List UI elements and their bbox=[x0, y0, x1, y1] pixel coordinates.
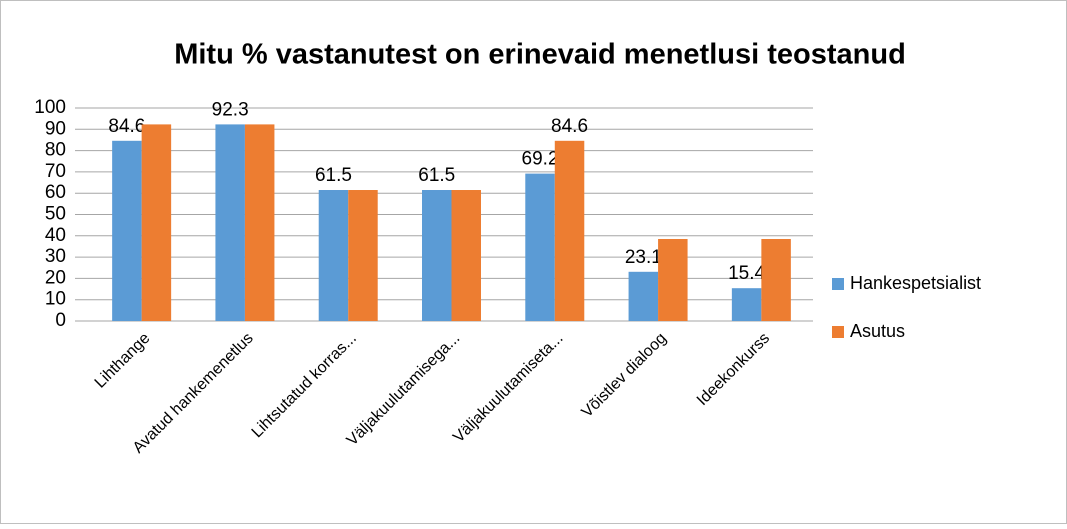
y-tick-label: 30 bbox=[45, 246, 66, 267]
y-tick-label: 90 bbox=[45, 118, 66, 139]
legend-label: Asutus bbox=[850, 321, 905, 341]
bar bbox=[215, 124, 245, 321]
y-tick-label: 20 bbox=[45, 267, 66, 288]
data-label: 61.5 bbox=[315, 165, 352, 186]
bar bbox=[658, 238, 688, 321]
y-tick-label: 10 bbox=[45, 289, 66, 310]
y-tick-label: 100 bbox=[34, 97, 66, 118]
y-tick-label: 40 bbox=[45, 225, 66, 246]
bar bbox=[628, 271, 659, 321]
data-label: 69.2 bbox=[522, 149, 559, 170]
legend-swatch bbox=[832, 278, 844, 290]
data-label: 92.3 bbox=[212, 99, 249, 120]
data-label: 84.6 bbox=[108, 116, 145, 137]
data-label: 23.1 bbox=[625, 247, 662, 268]
bar bbox=[731, 288, 762, 321]
bar bbox=[761, 238, 791, 321]
bar bbox=[318, 190, 349, 321]
data-label: 84.6 bbox=[551, 116, 588, 137]
bar bbox=[112, 140, 142, 321]
y-tick-label: 50 bbox=[45, 204, 66, 225]
bar bbox=[348, 190, 378, 321]
y-tick-label: 60 bbox=[45, 182, 66, 203]
bar bbox=[141, 124, 172, 321]
legend-swatch bbox=[832, 326, 844, 338]
y-tick-label: 70 bbox=[45, 161, 66, 182]
y-tick-label: 80 bbox=[45, 140, 66, 161]
data-label: 15.4 bbox=[728, 263, 765, 284]
bar bbox=[525, 173, 555, 321]
bar bbox=[554, 140, 585, 321]
bar bbox=[244, 124, 275, 321]
bar bbox=[451, 190, 481, 321]
chart-title: Mitu % vastanutest on erinevaid menetlus… bbox=[174, 39, 906, 71]
bar bbox=[422, 190, 452, 321]
y-tick-label: 0 bbox=[55, 310, 66, 331]
legend-label: Hankespetsialist bbox=[850, 273, 981, 293]
data-label: 61.5 bbox=[418, 165, 455, 186]
